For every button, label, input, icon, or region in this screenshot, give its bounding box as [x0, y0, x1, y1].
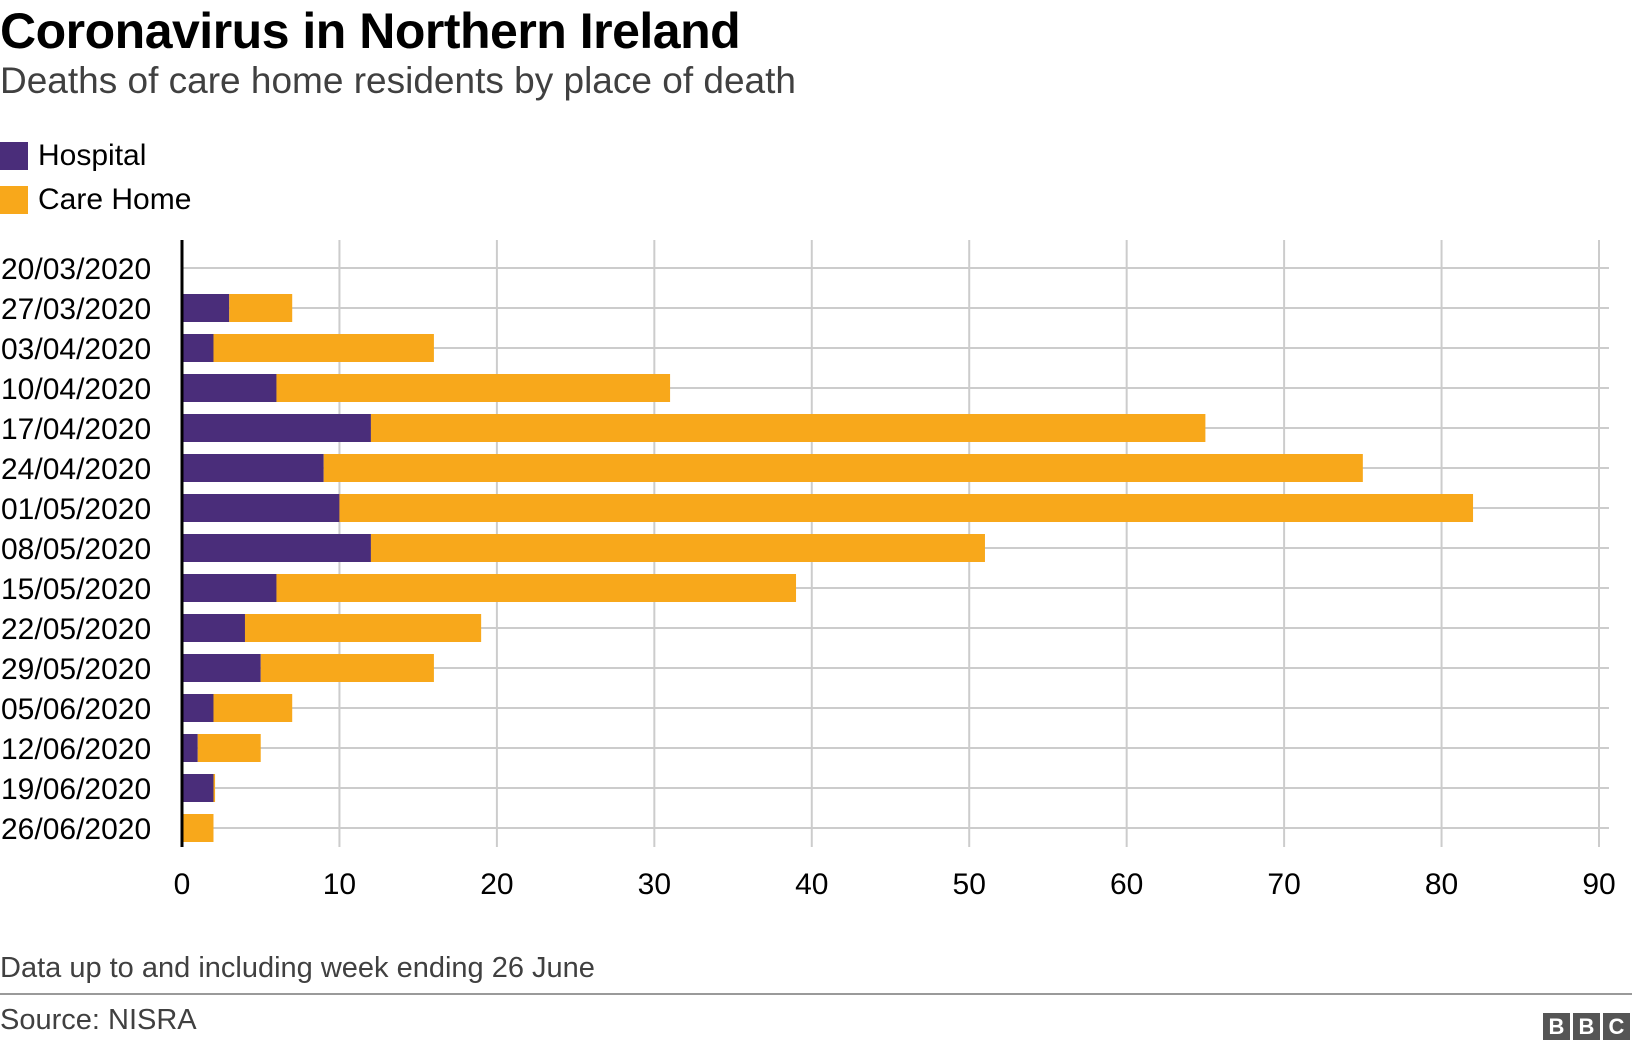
legend-item-care-home: Care Home	[0, 178, 191, 222]
x-tick-label: 70	[1267, 868, 1300, 901]
y-tick-label: 08/05/2020	[1, 533, 151, 566]
y-tick-label: 05/06/2020	[1, 693, 151, 726]
legend-item-hospital: Hospital	[0, 134, 191, 178]
y-tick-label: 29/05/2020	[1, 653, 151, 686]
y-tick-label: 01/05/2020	[1, 493, 151, 526]
source-note: Source: NISRA	[0, 1004, 197, 1036]
bar-care-home	[276, 374, 671, 402]
y-tick-label: 12/06/2020	[1, 733, 151, 766]
bar-care-home	[197, 734, 261, 762]
bar-care-home	[244, 614, 482, 642]
bar-care-home	[213, 334, 434, 362]
y-tick-label: 27/03/2020	[1, 293, 151, 326]
y-tick-label: 26/06/2020	[1, 813, 151, 846]
y-tick-label: 03/04/2020	[1, 333, 151, 366]
y-tick-label: 10/04/2020	[1, 373, 151, 406]
footer-divider	[0, 993, 1632, 995]
x-tick-label: 0	[174, 868, 191, 901]
chart-subtitle: Deaths of care home residents by place o…	[0, 60, 796, 101]
x-tick-label: 50	[953, 868, 986, 901]
bbc-logo-letter: B	[1573, 1013, 1600, 1040]
x-tick-label: 30	[638, 868, 671, 901]
bar-hospital	[182, 654, 261, 682]
bar-care-home	[213, 774, 216, 802]
legend: Hospital Care Home	[0, 134, 191, 222]
bar-hospital	[182, 414, 371, 442]
bar-hospital	[182, 614, 245, 642]
bar-care-home	[260, 654, 434, 682]
x-tick-label: 60	[1110, 868, 1143, 901]
bar-care-home	[370, 534, 985, 562]
bar-hospital	[182, 774, 214, 802]
y-tick-label: 15/05/2020	[1, 573, 151, 606]
footnote: Data up to and including week ending 26 …	[0, 952, 595, 984]
y-tick-label: 20/03/2020	[1, 253, 151, 286]
y-tick-label: 17/04/2020	[1, 413, 151, 446]
bar-hospital	[182, 494, 340, 522]
y-tick-label: 24/04/2020	[1, 453, 151, 486]
bar-hospital	[182, 694, 214, 722]
bar-chart: 20/03/2020 27/03/2020 03/04/2020 10/04/2020…	[1, 240, 1616, 901]
legend-swatch-hospital	[0, 142, 28, 170]
bar-hospital	[182, 734, 198, 762]
bar-care-home	[323, 454, 1363, 482]
bar-hospital	[182, 334, 214, 362]
bar-hospital	[182, 294, 230, 322]
bbc-logo-letter: B	[1543, 1013, 1570, 1040]
bar-care-home	[182, 814, 214, 842]
x-tick-label: 20	[480, 868, 513, 901]
bar-hospital	[182, 374, 277, 402]
bar-care-home	[276, 574, 797, 602]
legend-swatch-care-home	[0, 186, 28, 214]
bar-hospital	[182, 534, 371, 562]
x-tick-label: 40	[795, 868, 828, 901]
bbc-logo-letter: C	[1603, 1013, 1630, 1040]
chart-title: Coronavirus in Northern Ireland	[0, 3, 741, 59]
bar-hospital	[182, 574, 277, 602]
legend-label-care-home: Care Home	[38, 183, 192, 216]
legend-label-hospital: Hospital	[38, 139, 147, 172]
bar-hospital	[182, 454, 324, 482]
bar-care-home	[370, 414, 1206, 442]
bar-care-home	[213, 694, 293, 722]
bbc-logo: B B C	[1543, 1013, 1630, 1040]
bar-care-home	[339, 494, 1474, 522]
x-tick-label: 90	[1582, 868, 1615, 901]
y-tick-label: 19/06/2020	[1, 773, 151, 806]
x-tick-label: 10	[323, 868, 356, 901]
y-tick-label: 22/05/2020	[1, 613, 151, 646]
bar-care-home	[229, 294, 293, 322]
x-tick-label: 80	[1425, 868, 1458, 901]
